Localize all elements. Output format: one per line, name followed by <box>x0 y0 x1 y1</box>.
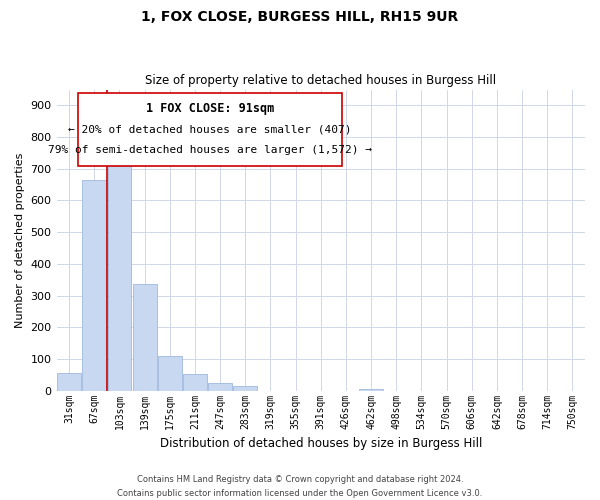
X-axis label: Distribution of detached houses by size in Burgess Hill: Distribution of detached houses by size … <box>160 437 482 450</box>
Bar <box>158 356 182 390</box>
Text: 1 FOX CLOSE: 91sqm: 1 FOX CLOSE: 91sqm <box>146 102 274 116</box>
Bar <box>233 386 257 390</box>
Bar <box>183 374 207 390</box>
Text: 79% of semi-detached houses are larger (1,572) →: 79% of semi-detached houses are larger (… <box>48 145 372 155</box>
Bar <box>107 153 131 390</box>
Text: ← 20% of detached houses are smaller (407): ← 20% of detached houses are smaller (40… <box>68 124 352 134</box>
Bar <box>208 382 232 390</box>
Title: Size of property relative to detached houses in Burgess Hill: Size of property relative to detached ho… <box>145 74 496 87</box>
Y-axis label: Number of detached properties: Number of detached properties <box>15 152 25 328</box>
Bar <box>359 389 383 390</box>
Bar <box>57 373 81 390</box>
Text: 1, FOX CLOSE, BURGESS HILL, RH15 9UR: 1, FOX CLOSE, BURGESS HILL, RH15 9UR <box>142 10 458 24</box>
FancyBboxPatch shape <box>77 92 342 166</box>
Text: Contains HM Land Registry data © Crown copyright and database right 2024.
Contai: Contains HM Land Registry data © Crown c… <box>118 476 482 498</box>
Bar <box>133 284 157 391</box>
Bar <box>82 180 106 390</box>
